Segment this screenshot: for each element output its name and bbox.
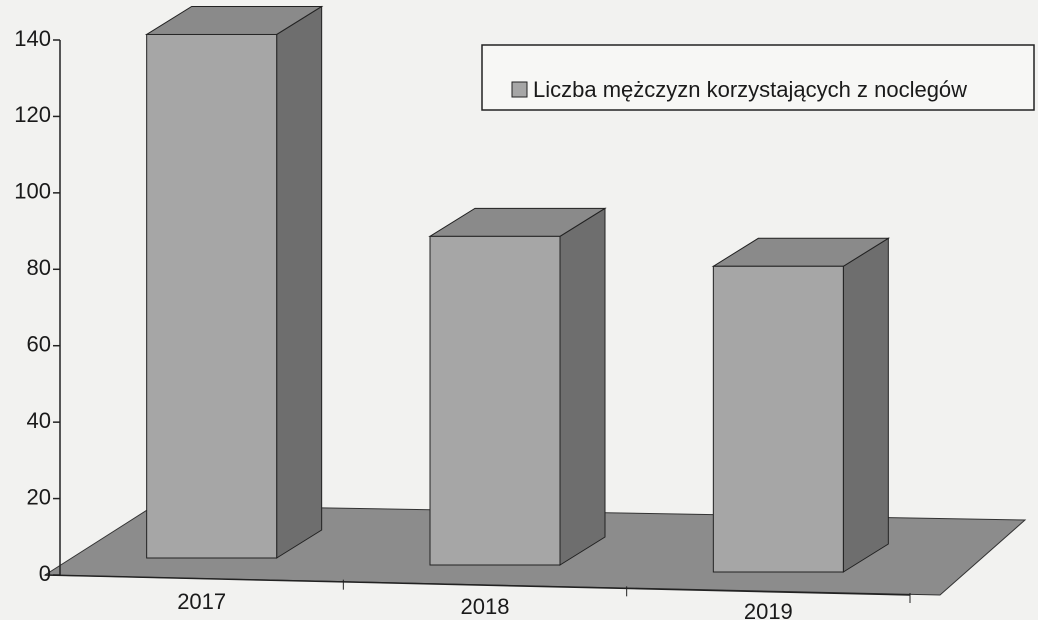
- y-tick-label: 60: [27, 332, 51, 357]
- x-axis: [44, 574, 911, 596]
- y-tick-label: 140: [14, 26, 51, 51]
- bar: [146, 33, 278, 559]
- bar-side: [842, 237, 889, 573]
- bar: [429, 235, 561, 566]
- legend-swatch: [511, 81, 528, 98]
- y-tick-label: 20: [27, 484, 51, 509]
- bar-side: [276, 5, 323, 559]
- legend-box: [481, 44, 1035, 111]
- x-tick-label: 2017: [177, 589, 226, 614]
- y-tick-label: 120: [14, 102, 51, 127]
- y-tick-label: 0: [39, 561, 51, 586]
- y-tick-label: 40: [27, 408, 51, 433]
- legend-label: Liczba mężczyzn korzystających z noclegó…: [533, 77, 967, 102]
- y-tick-label: 100: [14, 179, 51, 204]
- x-tick-label: 2019: [744, 599, 793, 620]
- x-tick-label: 2018: [461, 594, 510, 619]
- bar-side: [559, 207, 606, 566]
- y-tick-label: 80: [27, 255, 51, 280]
- bar: [712, 265, 844, 573]
